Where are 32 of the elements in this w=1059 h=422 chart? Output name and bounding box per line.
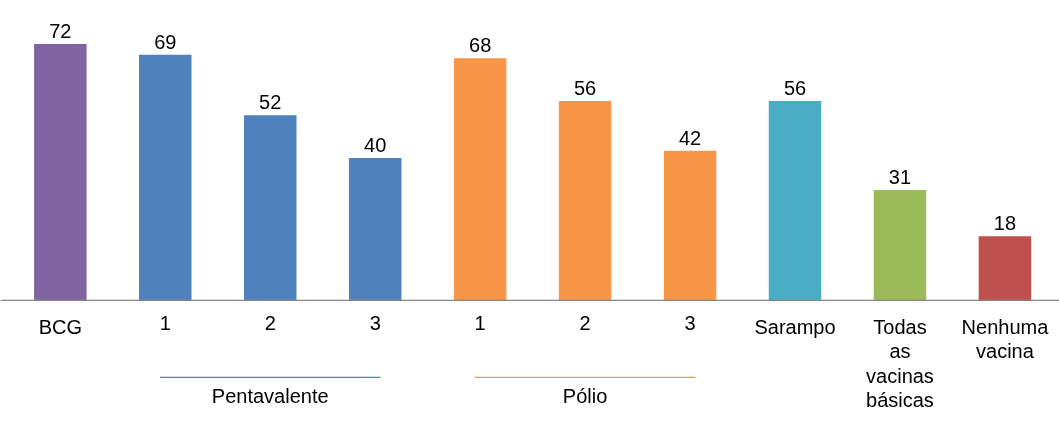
- data-label: 56: [573, 77, 597, 99]
- data-label: 18: [993, 212, 1017, 235]
- text: Pentavalente: [211, 385, 329, 408]
- bar: [348, 157, 402, 301]
- data-label: 68: [469, 34, 492, 57]
- data-label: 69: [154, 30, 177, 53]
- x-tick-label: 3: [369, 312, 381, 335]
- data-label: 40: [364, 133, 387, 156]
- bar: [453, 58, 507, 301]
- bar: [663, 150, 717, 301]
- bar: [558, 101, 612, 301]
- x-tick-label: Sarampo: [754, 316, 836, 339]
- x-tick-label: 2: [264, 312, 276, 335]
- data-label: 52: [259, 91, 282, 114]
- x-tick-label: Todas as vacinas básicas: [866, 316, 934, 411]
- bar: [244, 115, 297, 301]
- x-tick-label: 2: [579, 312, 591, 335]
- x-tick-label: Nenhuma vacina: [961, 316, 1050, 363]
- bar: [873, 189, 927, 301]
- data-label: 56: [783, 77, 807, 99]
- bar: [34, 44, 87, 301]
- bar: [139, 54, 192, 301]
- bar: [978, 236, 1032, 301]
- data-label: 72: [49, 20, 72, 43]
- x-tick-label: 3: [684, 312, 696, 335]
- x-tick-label: 1: [159, 312, 171, 335]
- x-tick-label: BCG: [38, 316, 82, 339]
- text: Pólio: [562, 385, 608, 408]
- data-label: 31: [888, 165, 912, 188]
- x-tick-label: 1: [474, 312, 486, 335]
- bar: [768, 101, 822, 301]
- data-label: 42: [678, 126, 702, 149]
